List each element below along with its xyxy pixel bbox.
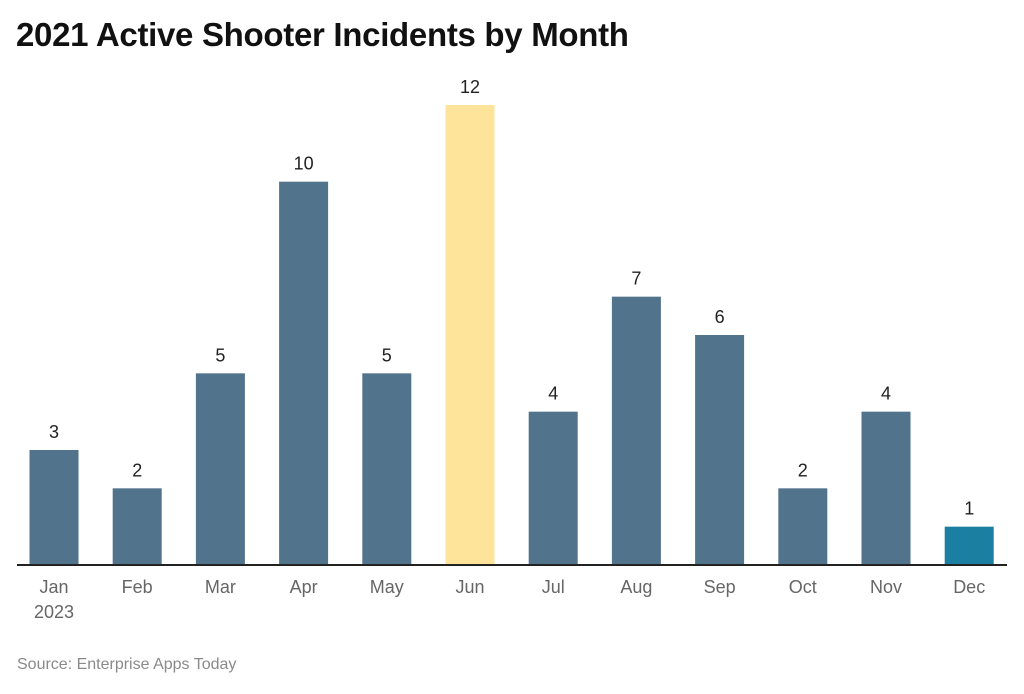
x-tick-label: Jun <box>455 577 484 597</box>
x-tick-label: Feb <box>122 577 153 597</box>
bar-dec <box>944 526 994 565</box>
bar-aug <box>611 296 661 565</box>
data-label: 10 <box>294 154 314 174</box>
x-tick-label: Apr <box>290 577 318 597</box>
source-note: Source: Enterprise Apps Today <box>17 656 237 673</box>
bar-jul <box>528 411 578 565</box>
data-label: 2 <box>132 460 142 480</box>
x-tick-label: Jan <box>39 577 68 597</box>
bar-nov <box>861 411 911 565</box>
bar-chart: 3Jan20232Feb5Mar10Apr5May12Jun4Jul7Aug6S… <box>17 77 1007 622</box>
x-tick-label: Dec <box>953 577 985 597</box>
chart-title: 2021 Active Shooter Incidents by Month <box>16 16 629 53</box>
bar-oct <box>778 488 828 565</box>
x-tick-label: May <box>370 577 404 597</box>
data-label: 2 <box>798 460 808 480</box>
bar-apr <box>279 181 329 565</box>
data-label: 5 <box>215 345 225 365</box>
bar-jan <box>29 450 79 565</box>
x-tick-sublabel: 2023 <box>34 602 74 622</box>
x-tick-label: Jul <box>542 577 565 597</box>
bar-sep <box>695 335 745 565</box>
bar-feb <box>112 488 162 565</box>
data-label: 7 <box>631 269 641 289</box>
bar-may <box>362 373 412 565</box>
x-tick-label: Oct <box>789 577 817 597</box>
data-label: 3 <box>49 422 59 442</box>
x-tick-label: Mar <box>205 577 236 597</box>
data-label: 5 <box>382 345 392 365</box>
data-label: 12 <box>460 77 480 97</box>
data-label: 4 <box>548 384 558 404</box>
bar-mar <box>195 373 245 565</box>
x-tick-label: Sep <box>704 577 736 597</box>
x-tick-label: Aug <box>620 577 652 597</box>
bar-jun <box>445 105 495 565</box>
x-tick-label: Nov <box>870 577 902 597</box>
data-label: 6 <box>715 307 725 327</box>
data-label: 1 <box>964 499 974 519</box>
data-label: 4 <box>881 384 891 404</box>
